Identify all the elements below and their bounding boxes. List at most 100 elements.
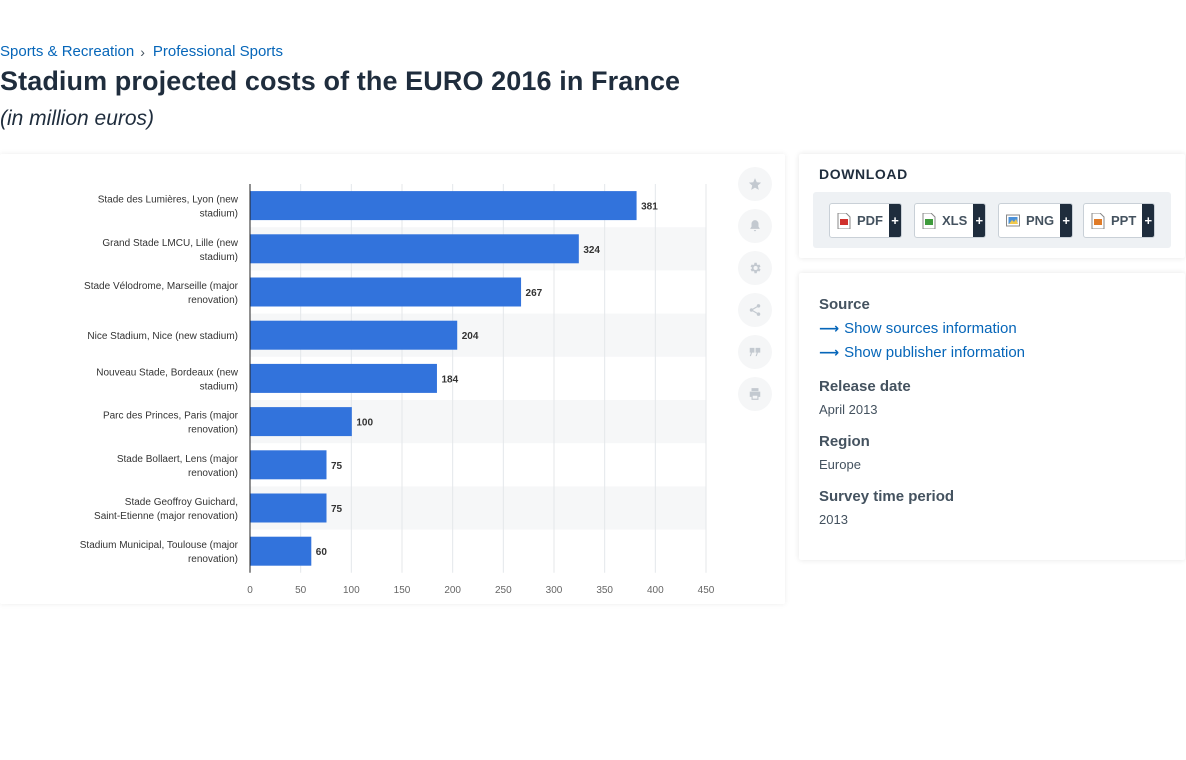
category-label-line: Stade Vélodrome, Marseille (major (84, 281, 239, 292)
category-label: Stade Bollaert, Lens (major renovation) (117, 454, 239, 479)
bar (250, 407, 352, 437)
category-label-line: renovation) (188, 295, 238, 306)
download-bar: PDF + XLS + PNG + (813, 192, 1171, 248)
bar (250, 277, 522, 307)
category-label: Stade Geoffroy Guichard, Saint-Etienne (m… (94, 497, 238, 522)
gear-icon (750, 262, 761, 274)
page-title: Stadium projected costs of the EURO 2016… (0, 66, 681, 96)
arrow-right-icon: ⟶ (819, 344, 840, 360)
download-png-label: PNG (1026, 213, 1055, 228)
category-label: Parc des Princes, Paris (major renovation… (103, 411, 239, 436)
category-label-line: renovation) (188, 425, 238, 436)
category-label: Grand Stade LMCU, Lille (new stadium) (102, 238, 238, 263)
chart-toolbar (738, 167, 772, 419)
cite-button[interactable] (738, 335, 772, 369)
breadcrumb: Sports & Recreation › Professional Sport… (0, 43, 283, 60)
data-label: 75 (331, 504, 343, 515)
category-label-line: renovation) (188, 468, 238, 479)
breadcrumb-sports-recreation[interactable]: Sports & Recreation (0, 43, 135, 60)
x-tick-label: 250 (495, 585, 512, 596)
breadcrumb-separator: › (140, 43, 145, 60)
show-publisher-link[interactable]: ⟶ Show publisher information (819, 344, 1025, 361)
data-label: 100 (356, 418, 373, 429)
download-xls-button[interactable]: XLS + (914, 203, 987, 238)
x-tick-label: 350 (596, 585, 613, 596)
png-file-icon (1006, 214, 1020, 226)
print-icon (749, 388, 761, 400)
bar (250, 320, 458, 350)
category-label: Nouveau Stade, Bordeaux (new stadium) (96, 367, 239, 392)
chart-card: 0 50 100 150 200 250 300 350 400 450 381 Stade des … (0, 154, 785, 604)
download-xls-label: XLS (942, 213, 968, 228)
page-subtitle: (in million euros) (0, 107, 155, 130)
breadcrumb-professional-sports[interactable]: Professional Sports (152, 43, 283, 60)
data-label: 267 (526, 288, 543, 299)
ppt-file-icon (1091, 212, 1105, 229)
arrow-right-icon: ⟶ (819, 320, 840, 336)
category-label-line: renovation) (188, 554, 238, 565)
show-sources-link[interactable]: ⟶ Show sources information (819, 320, 1017, 337)
download-pdf-label: PDF (857, 213, 883, 228)
pdf-file-icon (837, 212, 851, 229)
data-label: 184 (441, 374, 458, 385)
download-title: DOWNLOAD (819, 166, 908, 182)
region-value: Europe (819, 457, 861, 472)
category-label-line: stadium) (200, 209, 238, 220)
release-date-value: April 2013 (819, 402, 878, 417)
notification-button[interactable] (738, 209, 772, 243)
region-label: Region (819, 433, 870, 450)
bar (250, 493, 327, 523)
category-label-line: Grand Stade LMCU, Lille (new (102, 238, 238, 249)
bell-icon (750, 220, 760, 232)
source-label: Source (819, 296, 870, 313)
download-ppt-button[interactable]: PPT + (1083, 203, 1156, 238)
x-tick-label: 0 (247, 585, 253, 596)
show-sources-text: Show sources information (844, 320, 1017, 337)
category-label: Nice Stadium, Nice (new stadium) (87, 331, 238, 342)
release-date-label: Release date (819, 378, 911, 395)
settings-button[interactable] (738, 251, 772, 285)
statistic-info-panel: Source ⟶ Show sources information ⟶ Show… (799, 273, 1185, 560)
quote-icon (749, 347, 761, 357)
category-label-line: Nouveau Stade, Bordeaux (new (96, 367, 239, 378)
bar-chart: 0 50 100 150 200 250 300 350 400 450 381 Stade des … (80, 184, 715, 604)
data-label: 75 (331, 461, 343, 472)
bar (250, 450, 327, 480)
data-label: 204 (462, 331, 479, 342)
download-png-plus[interactable]: + (1060, 204, 1073, 237)
category-label-line: stadium) (200, 381, 238, 392)
survey-period-value: 2013 (819, 512, 848, 527)
x-tick-label: 200 (444, 585, 461, 596)
x-tick-label: 300 (546, 585, 563, 596)
bar (250, 536, 312, 566)
download-ppt-plus[interactable]: + (1142, 204, 1155, 237)
category-label: Stade des Lumières, Lyon (new stadium) (98, 195, 239, 220)
bar (250, 191, 637, 221)
category-label-line: stadium) (200, 252, 238, 263)
share-button[interactable] (738, 293, 772, 327)
show-publisher-text: Show publisher information (844, 344, 1026, 361)
category-label: Stade Vélodrome, Marseille (major renovat… (84, 281, 239, 306)
xls-file-icon (922, 212, 936, 229)
category-label-line: Parc des Princes, Paris (major (103, 411, 239, 422)
download-pdf-plus[interactable]: + (889, 204, 901, 237)
data-label: 60 (316, 547, 328, 558)
x-tick-label: 450 (698, 585, 715, 596)
category-label-line: Stade Geoffroy Guichard, (125, 497, 238, 508)
print-button[interactable] (738, 377, 772, 411)
favorite-button[interactable] (738, 167, 772, 201)
x-tick-label: 400 (647, 585, 664, 596)
category-label-line: Saint-Etienne (major renovation) (94, 511, 238, 522)
survey-period-label: Survey time period (819, 488, 955, 505)
download-xls-plus[interactable]: + (973, 204, 986, 237)
download-pdf-button[interactable]: PDF + (829, 203, 902, 238)
data-label: 381 (641, 202, 658, 213)
download-png-button[interactable]: PNG + (998, 203, 1074, 238)
category-label-line: Stade Bollaert, Lens (major (117, 454, 239, 465)
x-axis-title: Construction/renovation costs in million… (387, 603, 569, 604)
category-label: Stadium Municipal, Toulouse (major renova… (80, 540, 239, 565)
category-label-line: Stade des Lumières, Lyon (new (98, 195, 239, 206)
data-label: 324 (583, 245, 600, 256)
category-label-line: Nice Stadium, Nice (new stadium) (87, 331, 238, 342)
